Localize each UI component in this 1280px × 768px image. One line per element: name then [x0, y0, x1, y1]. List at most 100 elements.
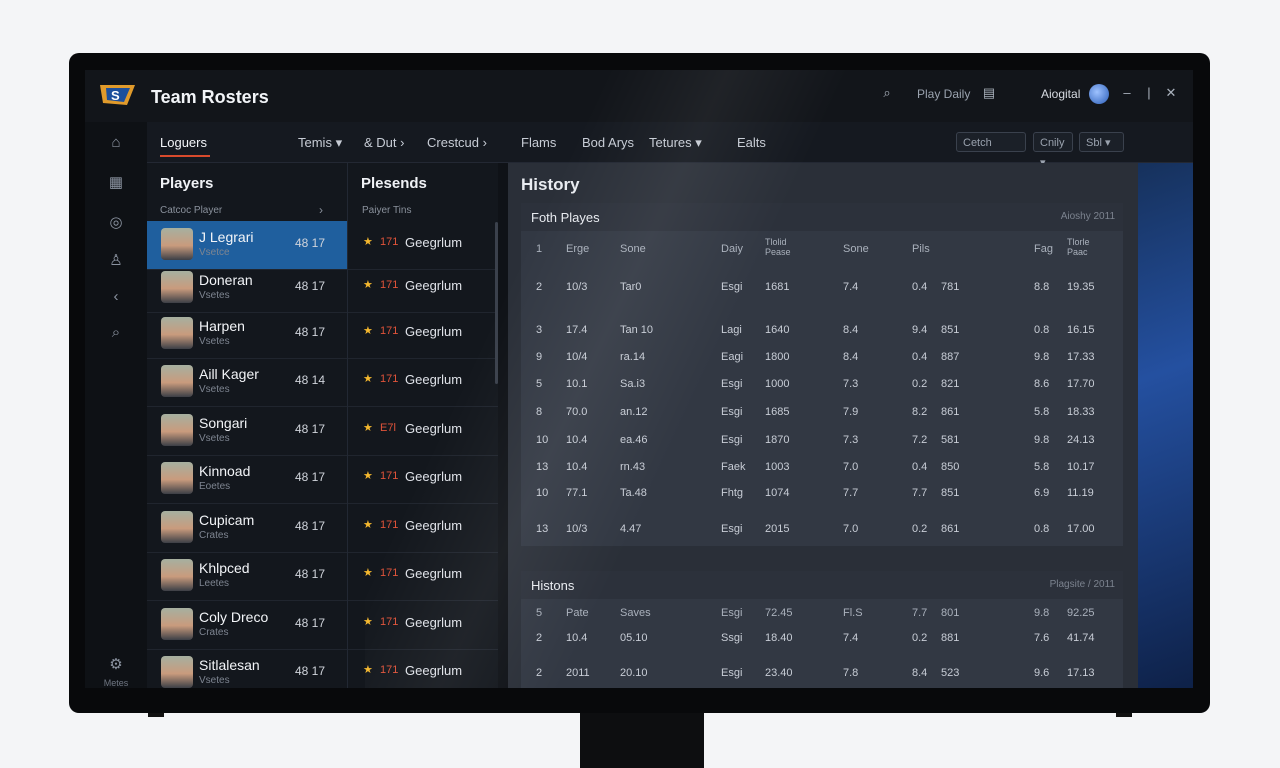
season-row[interactable]: ★ 171 Geegrlum: [348, 601, 498, 650]
table-cell: Esgi: [721, 523, 743, 535]
table-row[interactable]: 13 10.4 rn.43 Faek 1003 7.0 0.4 850 5.8 10.17: [521, 461, 1123, 477]
column-header[interactable]: Sone: [620, 243, 646, 255]
home-icon[interactable]: ⌂: [111, 134, 121, 151]
table-row[interactable]: 2 10/3 Tar0 Esgi 1681 7.4 0.4 781 8.8 19.35: [521, 281, 1123, 297]
table-cell: 9.6: [1034, 667, 1050, 679]
season-row[interactable]: ★ 171 Geegrlum: [348, 455, 498, 504]
player-row[interactable]: Songari Vsetes 48 17: [147, 407, 347, 456]
table-cell: 8.4: [912, 667, 928, 679]
player-row[interactable]: Doneran Vsetes 48 17: [147, 264, 347, 313]
history-title: History: [521, 175, 580, 194]
play-daily-link[interactable]: Play Daily: [917, 87, 971, 101]
search-icon[interactable]: ⌕: [883, 85, 891, 100]
nav-tab-7[interactable]: Ealts: [737, 135, 766, 150]
table-row[interactable]: 10 10.4 ea.46 Esgi 1870 7.3 7.2 581 9.8 24.13: [521, 434, 1123, 450]
player-row[interactable]: J Legrari Vsetce 48 17: [147, 221, 347, 270]
column-header[interactable]: Pate: [566, 607, 589, 619]
table-row[interactable]: 8 70.0 an.12 Esgi 1685 7.9 8.2 861 5.8 18.33: [521, 406, 1123, 422]
column-header[interactable]: Tlolid Pease: [765, 237, 791, 257]
season-name: Geegrlum: [405, 372, 463, 387]
column-header[interactable]: 72.45: [765, 607, 793, 619]
player-row[interactable]: Aill Kager Vsetes 48 14: [147, 358, 347, 407]
search-sidebar-icon[interactable]: ⌕: [111, 324, 121, 341]
column-header[interactable]: Tlorle Paac: [1067, 237, 1090, 257]
table-cell: 9: [536, 351, 543, 363]
season-row[interactable]: ★ 171 Geegrlum: [348, 552, 498, 601]
grid-icon[interactable]: ▤: [982, 85, 996, 100]
column-header[interactable]: Daiy: [721, 243, 744, 255]
column-header[interactable]: Fag: [1034, 243, 1053, 255]
chevron-right-icon[interactable]: ›: [319, 203, 323, 217]
season-row[interactable]: ★ 171 Geegrlum: [348, 504, 498, 553]
table-row[interactable]: 10 77.1 Ta.48 Fhtg 1074 7.7 7.7 851 6.9 11.19: [521, 487, 1123, 503]
player-row[interactable]: Cupicam Crates 48 17: [147, 504, 347, 553]
column-header[interactable]: Saves: [620, 607, 651, 619]
column-header[interactable]: Fl.S: [843, 607, 863, 619]
column-header[interactable]: Pils: [912, 243, 930, 255]
season-name: Geegrlum: [405, 469, 463, 484]
nav-tab-2[interactable]: & Dut ›: [364, 135, 405, 150]
table-row[interactable]: 3 17.4 Tan 10 Lagi 1640 8.4 9.4 851 0.8 16.15: [521, 324, 1123, 340]
table-cell: 1003: [765, 461, 790, 473]
player-row[interactable]: Sitlalesan Vsetes 48 17: [147, 649, 347, 688]
column-header[interactable]: Sone: [843, 243, 869, 255]
column-header[interactable]: 92.25: [1067, 607, 1095, 619]
table-row[interactable]: 9 10/4 ra.14 Eagi 1800 8.4 0.4 887 9.8 17.33: [521, 351, 1123, 367]
table-cell: 05.10: [620, 632, 648, 644]
player-row[interactable]: Khlpced Leetes 48 17: [147, 552, 347, 601]
player-row[interactable]: Coly Dreco Crates 48 17: [147, 601, 347, 650]
season-row[interactable]: ★ 171 Geegrlum: [348, 649, 498, 688]
nav-tab-4[interactable]: Flams: [521, 135, 557, 150]
season-row[interactable]: ★ 171 Geegrlum: [348, 310, 498, 359]
close-icon[interactable]: ✕: [1165, 85, 1177, 100]
table-cell: 850: [941, 461, 960, 473]
active-tab-indicator: [160, 155, 210, 157]
minimize-icon[interactable]: –: [1123, 85, 1131, 100]
column-header[interactable]: 9.8: [1034, 607, 1050, 619]
season-row[interactable]: ★ 171 Geegrlum: [348, 264, 498, 313]
monitor-stand: [580, 712, 704, 768]
column-header[interactable]: Erge: [566, 243, 590, 255]
column-header[interactable]: 1: [536, 243, 543, 255]
star-icon: ★: [363, 236, 373, 248]
table-cell: 8.8: [1034, 281, 1050, 293]
player-row[interactable]: Kinnoad Eoetes 48 17: [147, 455, 347, 504]
list-scrollbar[interactable]: [495, 222, 498, 384]
player-number: 48 17: [295, 279, 326, 293]
app-title: Team Rosters: [151, 87, 269, 107]
column-header[interactable]: 5: [536, 607, 543, 619]
nav-tab-6[interactable]: Tetures ▾: [649, 135, 702, 150]
column-header[interactable]: Esgi: [721, 607, 743, 619]
search-filter-input[interactable]: Cetch: [956, 132, 1026, 152]
player-row[interactable]: Harpen Vsetes 48 17: [147, 310, 347, 359]
nav-tab-0[interactable]: Loguers: [160, 135, 207, 150]
table-cell: an.12: [620, 406, 648, 418]
season-row[interactable]: ★ E7l Geegrlum: [348, 407, 498, 456]
star-icon: ★: [363, 279, 373, 291]
nav-tab-5[interactable]: Bod Arys: [582, 135, 635, 150]
table-2-title: Histons: [531, 578, 575, 593]
nav-tab-1[interactable]: Temis ▾: [298, 135, 343, 150]
column-header[interactable]: 801: [941, 607, 960, 619]
filter-dropdown-2[interactable]: Sbl ▾: [1079, 132, 1124, 152]
calendar-icon[interactable]: ▦: [108, 174, 124, 191]
player-role: Vsetes: [199, 433, 230, 444]
target-icon[interactable]: ◎: [109, 214, 123, 231]
table-row[interactable]: 13 10/3 4.47 Esgi 2015 7.0 0.2 861 0.8 17.00: [521, 523, 1123, 539]
player-avatar: [161, 414, 193, 446]
table-row[interactable]: 5 10.1 Sa.i3 Esgi 1000 7.3 0.2 821 8.6 17.70: [521, 378, 1123, 394]
settings-icon[interactable]: ⚙: [109, 656, 123, 673]
player-name: Kinnoad: [199, 463, 251, 479]
filter-dropdown-1[interactable]: Cnily ▾: [1033, 132, 1073, 169]
season-row[interactable]: ★ 171 Geegrlum: [348, 221, 498, 270]
player-avatar: [161, 511, 193, 543]
user-icon[interactable]: ♙: [109, 252, 123, 269]
season-row[interactable]: ★ 171 Geegrlum: [348, 358, 498, 407]
nav-tab-3[interactable]: Crestcud ›: [427, 135, 487, 150]
user-name[interactable]: Aiogital: [1041, 87, 1081, 101]
table-cell: 781: [941, 281, 960, 293]
back-arrow-icon[interactable]: ‹: [113, 288, 119, 305]
column-header[interactable]: 7.7: [912, 607, 928, 619]
seasons-heading: Plesends: [361, 175, 427, 192]
user-avatar[interactable]: [1089, 84, 1109, 104]
